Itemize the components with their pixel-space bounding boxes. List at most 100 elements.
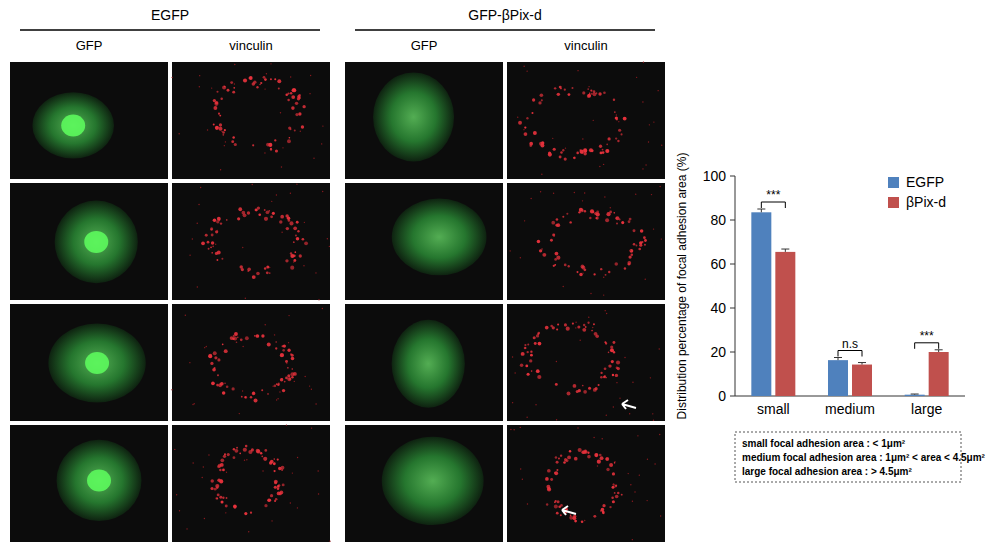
adhesion-dot [573,515,576,518]
adhesion-dot [581,265,585,269]
adhesion-dot [215,230,218,233]
adhesion-dot [213,99,216,102]
panel-bg [172,62,330,179]
adhesion-dot [296,221,299,224]
adhesion-dot [643,236,646,239]
adhesion-dot [529,144,532,147]
adhesion-dot [233,505,237,509]
adhesion-dot [263,457,267,461]
background-dot [264,152,265,153]
nucleus [87,469,111,491]
background-dot [520,427,521,428]
adhesion-dot [222,497,224,499]
adhesion-dot [211,479,214,482]
adhesion-dot [590,89,592,91]
sig-bracket [915,343,939,349]
background-dot [274,334,275,335]
adhesion-dot [602,511,605,514]
adhesion-dot [264,504,267,507]
adhesion-dot [594,453,598,457]
background-dot [593,437,594,438]
adhesion-dot [273,470,275,472]
bar [905,395,925,396]
cell [32,92,114,158]
adhesion-dot [524,132,528,136]
background-dot [634,491,635,492]
bar [751,212,771,396]
background-dot [215,244,216,245]
adhesion-dot [255,208,258,211]
bar [929,352,949,396]
adhesion-dot [574,457,578,461]
adhesion-dot [237,336,239,338]
background-dot [269,267,270,268]
adhesion-dot [250,512,252,514]
adhesion-dot [550,325,553,328]
background-dot [565,147,566,148]
adhesion-dot [577,326,580,329]
background-dot [613,484,614,485]
adhesion-dot [275,347,277,349]
adhesion-dot [212,245,214,247]
adhesion-dot [256,272,260,276]
error-bar [911,394,919,396]
adhesion-dot [639,244,642,247]
adhesion-dot [573,157,575,159]
background-dot [288,315,289,316]
sig-label: n.s [842,337,858,351]
adhesion-dot [213,123,215,125]
adhesion-dot [292,88,296,92]
panel-bg [172,425,330,542]
adhesion-dot [587,88,589,90]
adhesion-dot [538,370,540,372]
background-dot [657,90,658,91]
adhesion-dot [223,455,226,458]
legend-swatch [888,177,899,188]
y-tick [730,396,735,397]
background-dot [603,294,604,295]
adhesion-dot [621,494,623,496]
bars [751,209,948,396]
background-dot [288,342,289,343]
adhesion-dot [554,87,556,89]
adhesion-dot [605,377,607,379]
background-dot [604,196,605,197]
adhesion-dot [605,342,607,344]
adhesion-dot [233,337,237,341]
adhesion-dot [600,510,602,512]
adhesion-dot [598,384,600,386]
adhesion-dot [232,337,235,340]
adhesion-dot [612,486,615,489]
adhesion-dot [274,384,277,387]
adhesion-dot [264,209,266,211]
adhesion-dot [278,383,280,385]
background-dot [632,501,633,502]
background-dot [605,310,606,311]
adhesion-dot [270,148,272,150]
adhesion-dot [591,149,594,152]
background-dot [329,246,330,247]
adhesion-dot [252,392,255,395]
adhesion-dot [570,514,572,516]
adhesion-dot [560,151,562,153]
background-dot [512,402,513,403]
adhesion-dot [587,322,589,324]
adhesion-dot [222,131,225,134]
adhesion-dot [640,229,644,233]
background-dot [584,520,585,521]
adhesion-dot [554,472,556,474]
background-dot [517,117,518,118]
background-dot [313,157,314,158]
background-dot [563,286,564,287]
panel-bg [10,62,168,179]
adhesion-dot [281,378,283,380]
adhesion-dot [611,360,614,363]
background-dot [606,415,607,416]
adhesion-dot [259,84,261,86]
background-dot [592,327,593,328]
adhesion-dot [256,334,260,338]
adhesion-dot [563,461,566,464]
adhesion-dot [275,149,278,152]
adhesion-dot [277,79,281,83]
adhesion-dot [287,99,290,102]
